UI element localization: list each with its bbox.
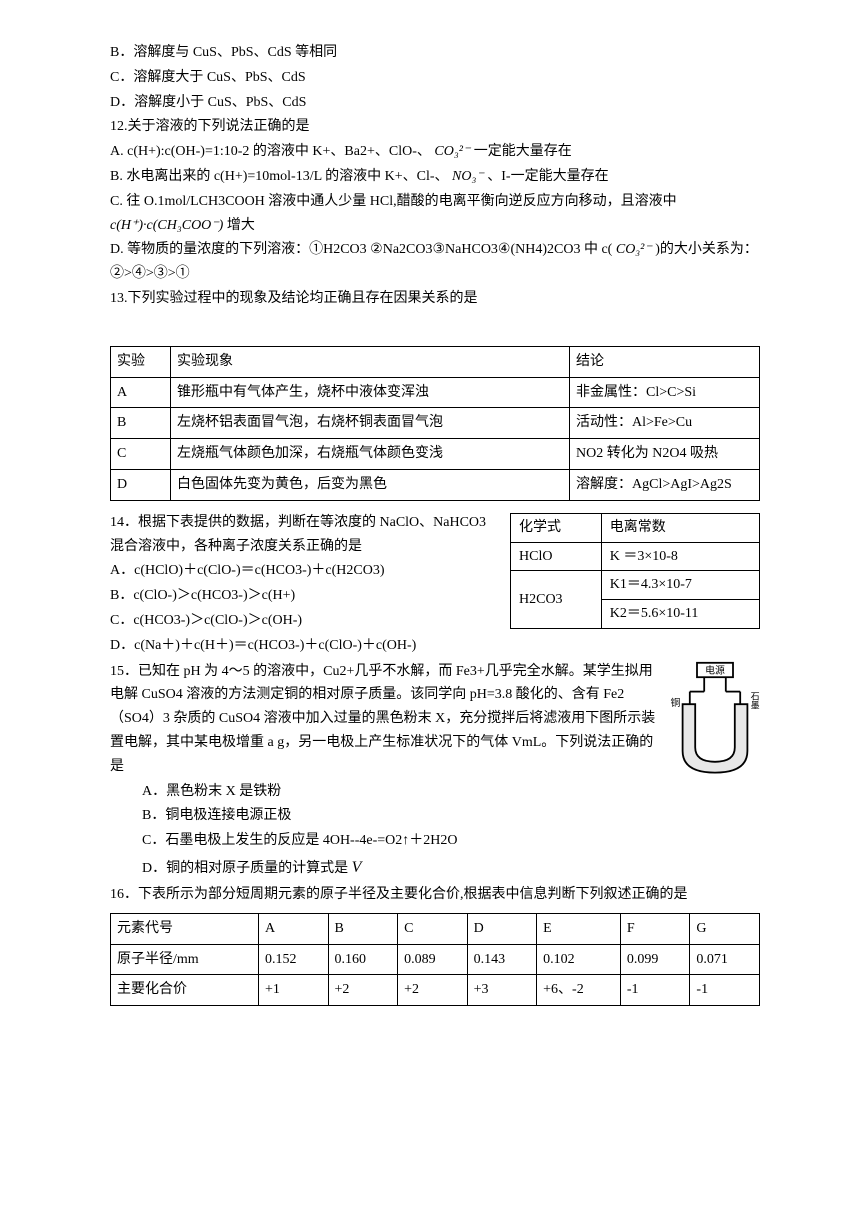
cell: C bbox=[111, 439, 171, 470]
fig-label-top: 电源 bbox=[705, 663, 725, 676]
cell: -1 bbox=[620, 975, 690, 1006]
cell: HClO bbox=[511, 542, 602, 571]
q16-stem: 16．下表所示为部分短周期元素的原子半径及主要化合价,根据表中信息判断下列叙述正… bbox=[110, 883, 760, 907]
q12-stem: 12.关于溶液的下列说法正确的是 bbox=[110, 115, 760, 139]
electrolysis-diagram-icon: 电源 铜 石墨 bbox=[670, 661, 760, 778]
q15-optA: A．黑色粉末 X 是铁粉 bbox=[110, 780, 760, 804]
q14-optD: D．c(Na＋)＋c(H＋)＝c(HCO3-)＋c(ClO-)＋c(OH-) bbox=[110, 634, 760, 658]
cell: E bbox=[537, 913, 621, 944]
cell: 左烧杯铝表面冒气泡，右烧杯铜表面冒气泡 bbox=[171, 408, 570, 439]
cell: 0.089 bbox=[398, 944, 468, 975]
cell: A bbox=[258, 913, 328, 944]
cell: 非金属性：Cl>C>Si bbox=[570, 377, 760, 408]
table-row: 原子半径/mm 0.152 0.160 0.089 0.143 0.102 0.… bbox=[111, 944, 760, 975]
q12-optC: C. 往 O.1mol/LCH3COOH 溶液中通人少量 HCl,醋酸的电离平衡… bbox=[110, 190, 760, 238]
cell: F bbox=[620, 913, 690, 944]
table-row: B 左烧杯铝表面冒气泡，右烧杯铜表面冒气泡 活动性：Al>Fe>Cu bbox=[111, 408, 760, 439]
q13-h1: 实验现象 bbox=[171, 346, 570, 377]
q11-optC: C．溶解度大于 CuS、PbS、CdS bbox=[110, 66, 760, 90]
q11-optD: D．溶解度小于 CuS、PbS、CdS bbox=[110, 91, 760, 115]
cell: 溶解度：AgCl>AgI>Ag2S bbox=[570, 469, 760, 500]
cell: +2 bbox=[398, 975, 468, 1006]
q12-optA: A. c(H+):c(OH-)=1:10-2 的溶液中 K+、Ba2+、ClO-… bbox=[110, 140, 760, 164]
q12-optA-p1: A. c(H+):c(OH-)=1:10-2 的溶液中 K+、Ba2+、ClO-… bbox=[110, 144, 431, 159]
cell: 主要化合价 bbox=[111, 975, 259, 1006]
cell: +2 bbox=[328, 975, 398, 1006]
q11-optB: B．溶解度与 CuS、PbS、CdS 等相同 bbox=[110, 41, 760, 65]
table-row: 实验 实验现象 结论 bbox=[111, 346, 760, 377]
cell: +3 bbox=[467, 975, 537, 1006]
cell: 0.071 bbox=[690, 944, 760, 975]
q12-optD-ion: CO₃²⁻ bbox=[616, 242, 652, 257]
table-row: H2CO3 K1＝4.3×10-7 bbox=[511, 571, 760, 600]
q13-h2: 结论 bbox=[570, 346, 760, 377]
cell: K2＝5.6×10-11 bbox=[601, 600, 759, 629]
q14-th0: 化学式 bbox=[511, 513, 602, 542]
table-row: 化学式 电离常数 bbox=[511, 513, 760, 542]
table-row: D 白色固体先变为黄色，后变为黑色 溶解度：AgCl>AgI>Ag2S bbox=[111, 469, 760, 500]
q13-stem: 13.下列实验过程中的现象及结论均正确且存在因果关系的是 bbox=[110, 287, 760, 311]
cell: D bbox=[111, 469, 171, 500]
cell: +1 bbox=[258, 975, 328, 1006]
q12-optB-ion: NO₃⁻ bbox=[452, 169, 484, 184]
cell: 0.102 bbox=[537, 944, 621, 975]
cell: K1＝4.3×10-7 bbox=[601, 571, 759, 600]
cell: 0.160 bbox=[328, 944, 398, 975]
q16-table: 元素代号 A B C D E F G 原子半径/mm 0.152 0.160 0… bbox=[110, 913, 760, 1006]
q13-h0: 实验 bbox=[111, 346, 171, 377]
q15-figure: 电源 铜 石墨 bbox=[670, 661, 760, 787]
q12-optB-p2: 、I-一定能大量存在 bbox=[487, 169, 608, 184]
fig-label-right: 石墨 bbox=[750, 691, 760, 709]
q14-table: 化学式 电离常数 HClO K ＝3×10-8 H2CO3 K1＝4.3×10-… bbox=[510, 513, 760, 629]
cell: D bbox=[467, 913, 537, 944]
cell: 元素代号 bbox=[111, 913, 259, 944]
q15-optC: C．石墨电极上发生的反应是 4OH--4e-=O2↑＋2H2O bbox=[110, 829, 760, 853]
q15-stem: 15．已知在 pH 为 4～5 的溶液中，Cu2+几乎不水解，而 Fe3+几乎完… bbox=[110, 660, 760, 779]
q12-optA-p2: 一定能大量存在 bbox=[474, 144, 572, 159]
table-row: A 锥形瓶中有气体产生，烧杯中液体变浑浊 非金属性：Cl>C>Si bbox=[111, 377, 760, 408]
cell: 活动性：Al>Fe>Cu bbox=[570, 408, 760, 439]
q13-table: 实验 实验现象 结论 A 锥形瓶中有气体产生，烧杯中液体变浑浊 非金属性：Cl>… bbox=[110, 346, 760, 501]
cell: H2CO3 bbox=[511, 571, 602, 629]
cell: G bbox=[690, 913, 760, 944]
q15-optD-v: V bbox=[352, 859, 362, 876]
q12-optB-p1: B. 水电离出来的 c(H+)=10mol-13/L 的溶液中 K+、Cl-、 bbox=[110, 169, 449, 184]
cell: B bbox=[328, 913, 398, 944]
table-row: 主要化合价 +1 +2 +2 +3 +6、-2 -1 -1 bbox=[111, 975, 760, 1006]
q12-optB: B. 水电离出来的 c(H+)=10mol-13/L 的溶液中 K+、Cl-、 … bbox=[110, 165, 760, 189]
q14-th1: 电离常数 bbox=[601, 513, 759, 542]
cell: C bbox=[398, 913, 468, 944]
cell: -1 bbox=[690, 975, 760, 1006]
fig-label-left: 铜 bbox=[670, 697, 680, 709]
cell: +6、-2 bbox=[537, 975, 621, 1006]
table-row: C 左烧瓶气体颜色加深，右烧瓶气体颜色变浅 NO2 转化为 N2O4 吸热 bbox=[111, 439, 760, 470]
cell: NO2 转化为 N2O4 吸热 bbox=[570, 439, 760, 470]
q12-optC-p1: C. 往 O.1mol/LCH3COOH 溶液中通人少量 HCl,醋酸的电离平衡… bbox=[110, 194, 677, 209]
q12-optD: D. 等物质的量浓度的下列溶液：①H2CO3 ②Na2CO3③NaHCO3④(N… bbox=[110, 238, 760, 286]
q15-optB: B．铜电极连接电源正极 bbox=[110, 804, 760, 828]
table-row: HClO K ＝3×10-8 bbox=[511, 542, 760, 571]
cell: 0.099 bbox=[620, 944, 690, 975]
table-row: 元素代号 A B C D E F G bbox=[111, 913, 760, 944]
q15-optD-p1: D．铜的相对原子质量的计算式是 bbox=[142, 861, 348, 876]
q12-optC-p2: 增大 bbox=[227, 218, 255, 233]
cell: A bbox=[111, 377, 171, 408]
cell: 左烧瓶气体颜色加深，右烧瓶气体颜色变浅 bbox=[171, 439, 570, 470]
cell: K ＝3×10-8 bbox=[601, 542, 759, 571]
q12-optC-formula: c(H⁺)·c(CH₃COO⁻) bbox=[110, 218, 223, 233]
q15-optD: D．铜的相对原子质量的计算式是 V bbox=[110, 854, 760, 881]
q12-optA-ion: CO₃²⁻ bbox=[434, 144, 470, 159]
cell: 0.152 bbox=[258, 944, 328, 975]
cell: 原子半径/mm bbox=[111, 944, 259, 975]
cell: B bbox=[111, 408, 171, 439]
cell: 锥形瓶中有气体产生，烧杯中液体变浑浊 bbox=[171, 377, 570, 408]
cell: 白色固体先变为黄色，后变为黑色 bbox=[171, 469, 570, 500]
q12-optD-p1: D. 等物质的量浓度的下列溶液：①H2CO3 ②Na2CO3③NaHCO3④(N… bbox=[110, 242, 612, 257]
cell: 0.143 bbox=[467, 944, 537, 975]
